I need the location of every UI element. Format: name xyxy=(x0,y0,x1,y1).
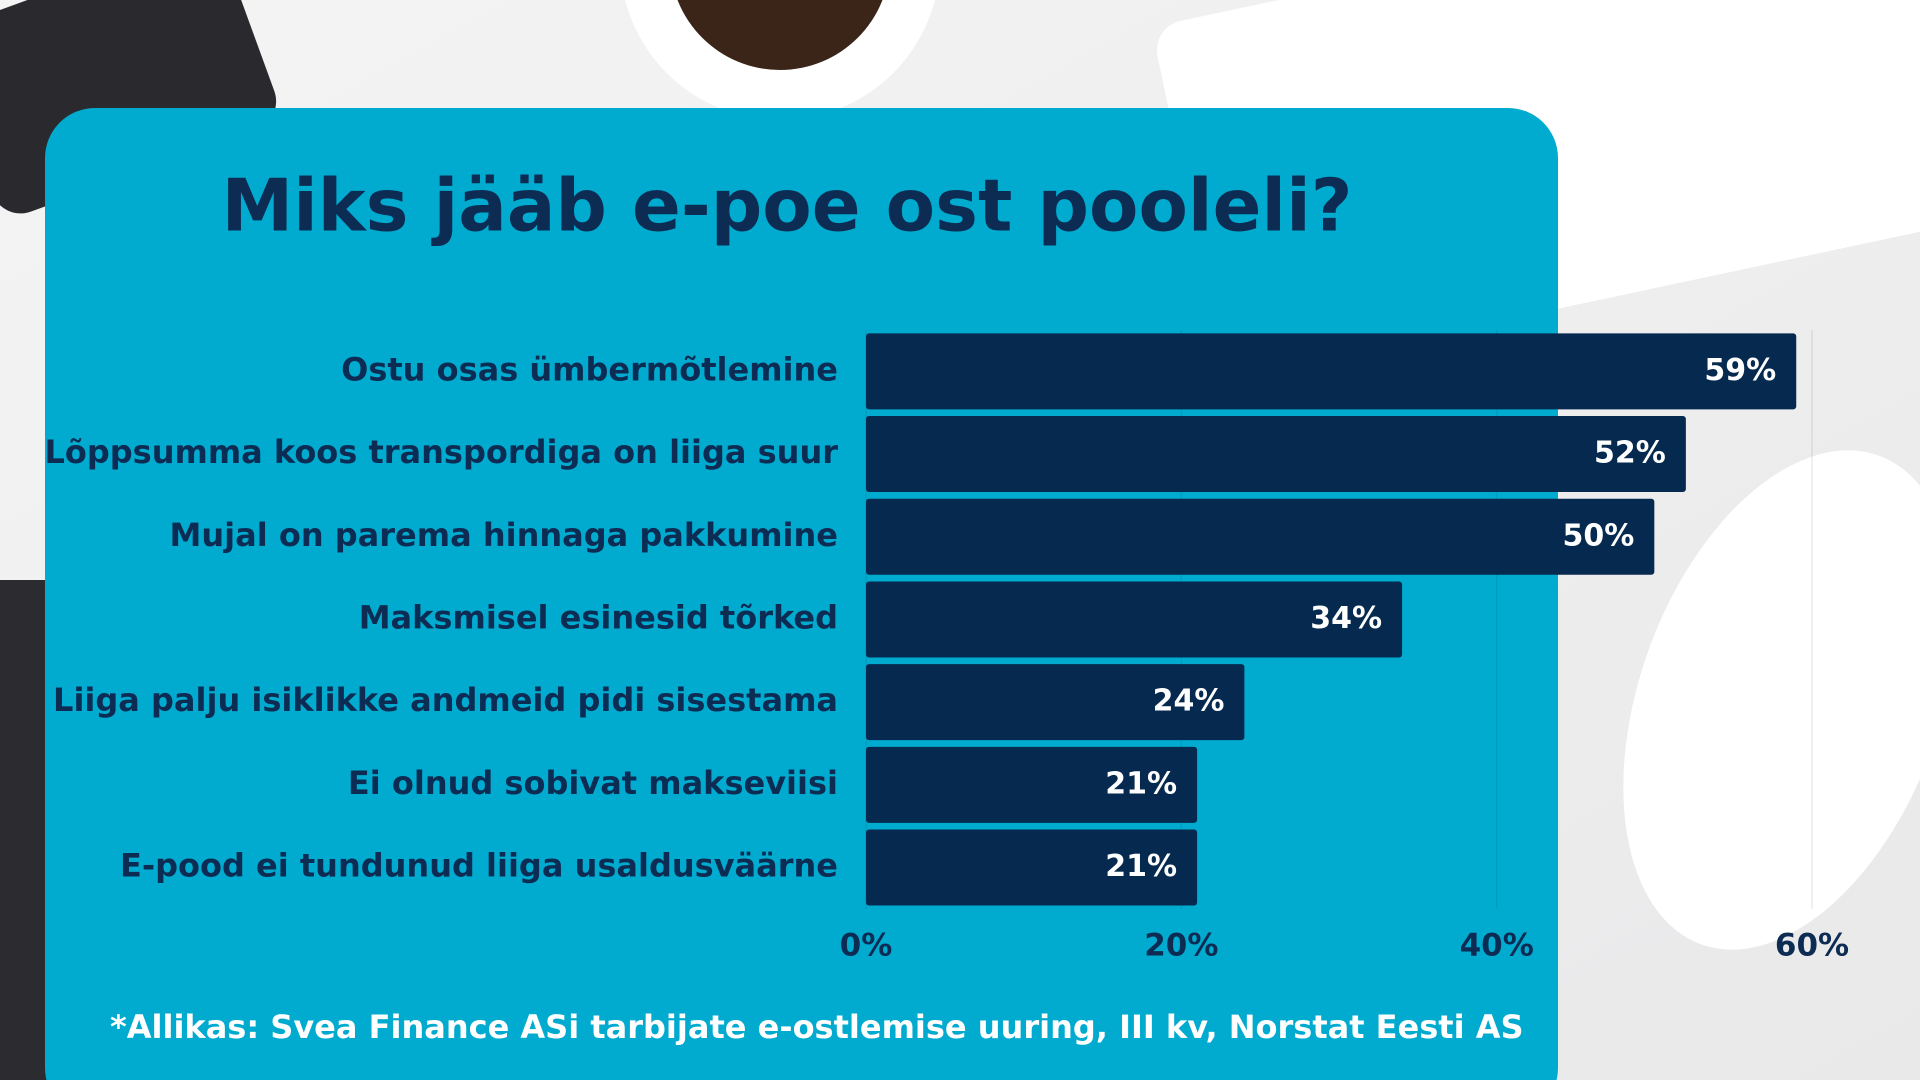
category-label: Mujal on parema hinnaga pakkumine xyxy=(170,516,838,554)
category-label: Liiga palju isiklikke andmeid pidi sises… xyxy=(53,681,838,719)
value-label: 52% xyxy=(1594,436,1666,471)
category-label: Maksmisel esinesid tõrked xyxy=(359,598,838,636)
bar xyxy=(866,498,1655,575)
category-label: Ostu osas ümbermõtlemine xyxy=(341,350,838,388)
value-label: 59% xyxy=(1704,353,1776,388)
x-tick-label: 60% xyxy=(1775,928,1849,964)
value-label: 34% xyxy=(1310,601,1382,636)
coffee xyxy=(677,0,883,70)
category-label: E-pood ei tundunud liiga usaldusväärne xyxy=(120,847,838,885)
chart-title: Miks jääb e-poe ost pooleli? xyxy=(221,164,1352,248)
bar xyxy=(866,416,1686,493)
value-label: 50% xyxy=(1563,518,1635,553)
bar xyxy=(866,581,1403,658)
bar xyxy=(866,746,1198,823)
value-label: 24% xyxy=(1153,684,1225,719)
bar xyxy=(866,664,1245,741)
value-label: 21% xyxy=(1105,766,1177,801)
category-label: Lõppsumma koos transpordiga on liiga suu… xyxy=(44,433,838,471)
mouse xyxy=(1623,450,1920,950)
x-tick-label: 20% xyxy=(1144,928,1218,964)
bar xyxy=(866,333,1797,410)
x-tick-label: 40% xyxy=(1460,928,1534,964)
bar xyxy=(866,829,1198,906)
footnote: *Allikas: Svea Finance ASi tarbijate e-o… xyxy=(110,1008,1524,1046)
x-tick-label: 0% xyxy=(840,928,893,964)
category-label: Ei olnud sobivat makseviisi xyxy=(348,764,838,802)
value-label: 21% xyxy=(1105,849,1177,884)
